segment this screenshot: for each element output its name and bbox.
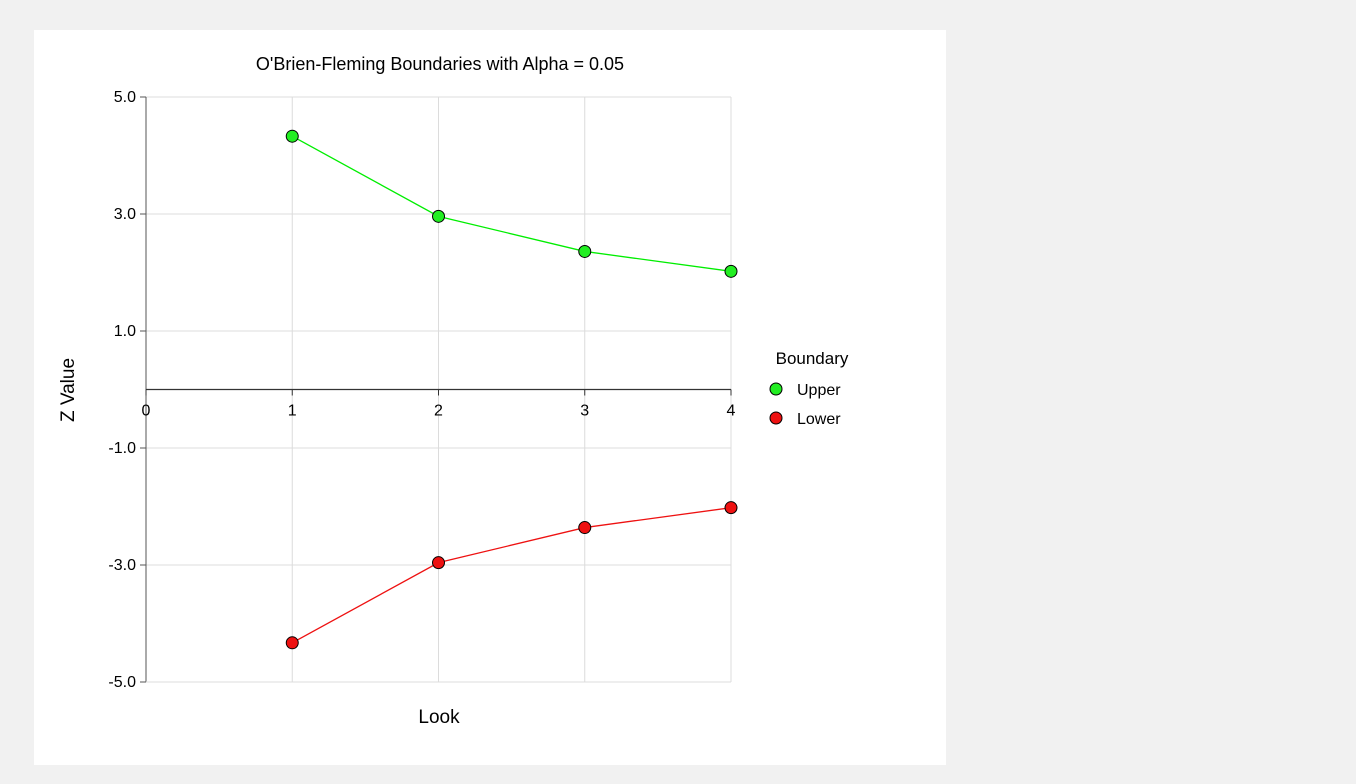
x-tick-label: 1 [288, 403, 297, 420]
data-point-upper [724, 264, 738, 278]
y-axis-title: Z Value [58, 358, 79, 422]
series [285, 129, 738, 650]
y-tick-label: 3.0 [114, 206, 136, 223]
x-tick-label: 2 [434, 403, 443, 420]
data-point-upper [578, 244, 592, 258]
series-line-lower [291, 507, 732, 644]
legend-title: Boundary [776, 349, 849, 368]
chart-title: O'Brien-Fleming Boundaries with Alpha = … [256, 54, 624, 74]
y-tick-label: -5.0 [108, 674, 136, 691]
chart-panel [34, 30, 946, 765]
legend-marker-upper [769, 382, 783, 396]
y-tick-label: 1.0 [114, 323, 136, 340]
data-point-lower [432, 556, 445, 570]
legend-marker-lower [769, 411, 783, 425]
x-tick-label: 3 [580, 403, 589, 420]
data-point-upper [285, 129, 299, 143]
data-point-lower [724, 501, 738, 515]
data-point-upper [432, 209, 445, 223]
x-axis-title: Look [418, 707, 460, 728]
legend: Boundary Upper Lower [769, 349, 849, 428]
y-tick-label: -3.0 [108, 557, 136, 574]
legend-label-lower: Lower [797, 411, 841, 428]
axes: 5.0 3.0 1.0 -1.0 -3.0 -5.0 0 1 2 3 4 [108, 89, 735, 691]
x-tick-label: 0 [142, 403, 151, 420]
data-point-lower [285, 636, 299, 650]
legend-label-upper: Upper [797, 382, 841, 399]
y-tick-label: -1.0 [108, 440, 136, 457]
y-tick-label: 5.0 [114, 89, 136, 106]
series-line-upper [291, 135, 732, 272]
x-tick-label: 4 [727, 403, 736, 420]
data-point-lower [578, 521, 592, 535]
